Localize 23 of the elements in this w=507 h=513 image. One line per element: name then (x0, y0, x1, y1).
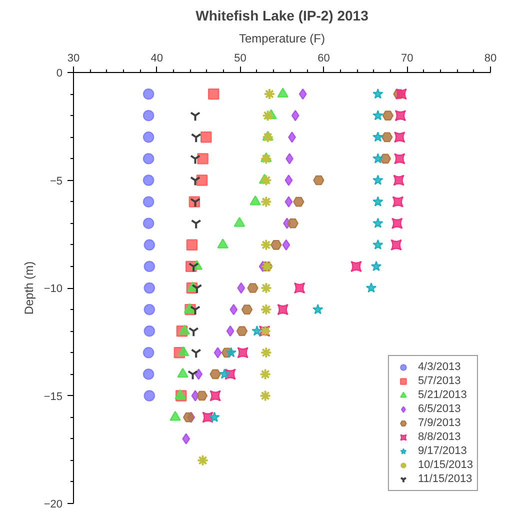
x-axis-title: Temperature (F) (238, 32, 326, 46)
legend-label: 9/17/2013 (418, 444, 467, 458)
x-tick-label: 40 (150, 52, 164, 64)
y-axis-title: Depth (m) (22, 261, 36, 315)
y-tick-label: −15 (44, 390, 63, 403)
y-tick-label: 0 (56, 68, 63, 80)
x-tick-label: 30 (67, 52, 80, 64)
legend-label: 7/9/2013 (418, 416, 461, 430)
x-tick-label: 60 (318, 52, 330, 64)
y-tick-label: −5 (50, 175, 63, 188)
legend-label: 4/3/2013 (418, 360, 461, 374)
legend-label: 10/15/2013 (418, 458, 473, 472)
legend-label: 6/5/2013 (418, 402, 461, 416)
y-tick-label: −20 (44, 498, 63, 510)
y-tick-label: −10 (44, 283, 63, 295)
chart-title: Whitefish Lake (IP-2) 2013 (196, 8, 369, 24)
x-tick-label: 80 (484, 52, 497, 64)
x-tick-label: 70 (400, 52, 414, 64)
legend-label: 8/8/2013 (418, 430, 461, 444)
legend-label: 5/21/2013 (418, 388, 467, 402)
x-tick-label: 50 (234, 52, 246, 64)
legend-label: 5/7/2013 (418, 374, 461, 388)
legend-label: 11/15/2013 (418, 472, 472, 486)
